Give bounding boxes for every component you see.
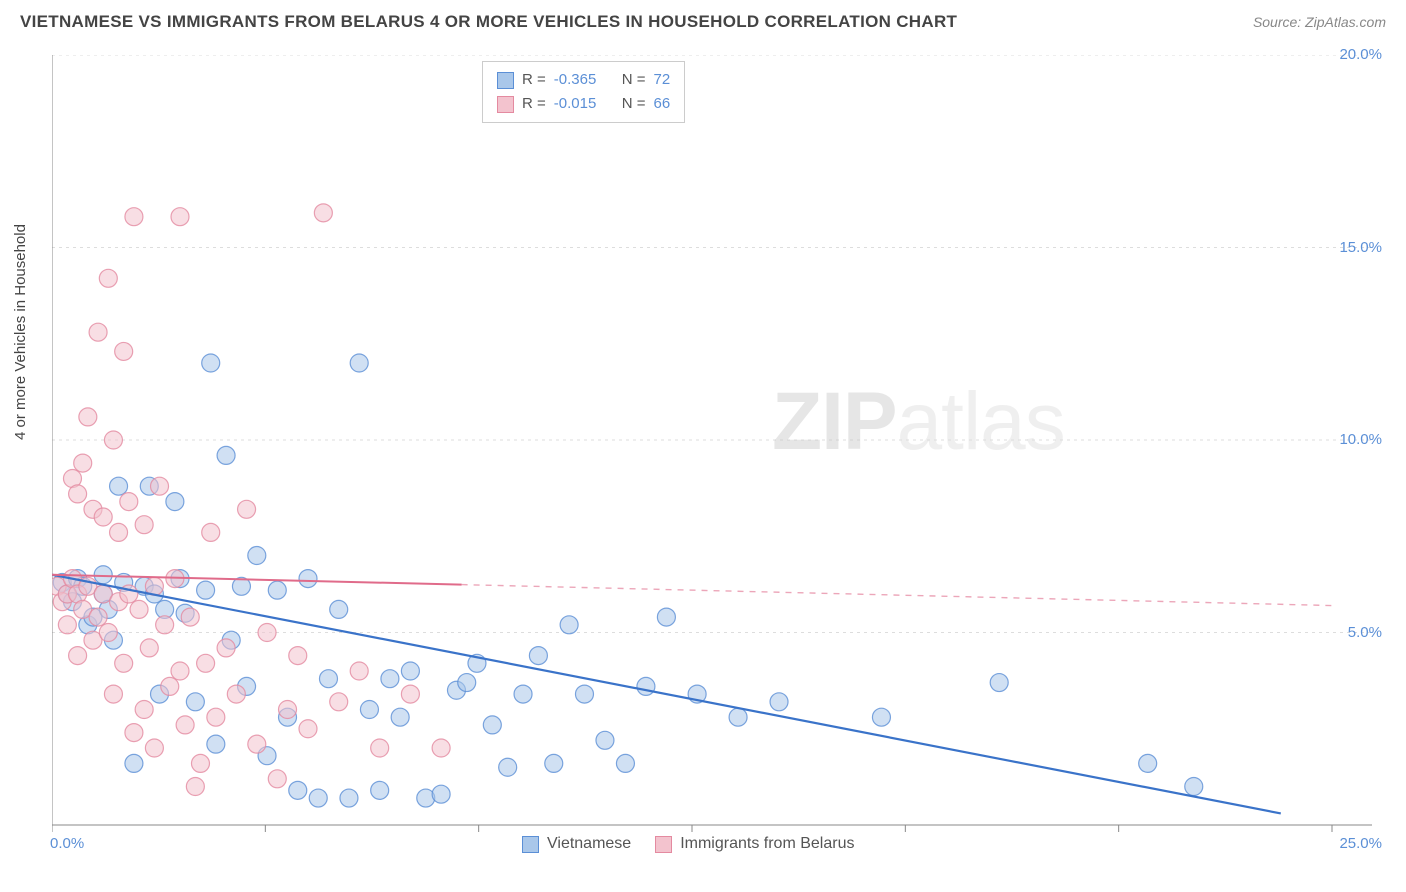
n-value: 72 <box>654 68 671 92</box>
r-label: R = <box>522 92 546 116</box>
legend-series-label: Vietnamese <box>547 835 631 853</box>
chart-container: ZIPatlas R =-0.365N =72R =-0.015N =66 Vi… <box>52 55 1382 825</box>
legend-correlation-row: R = -0.015 N = 66 <box>497 92 670 116</box>
legend-correlation: R = -0.365 N = 72 R = -0.015 N = 66 <box>482 61 685 123</box>
x-tick-label: 25.0% <box>1339 835 1382 852</box>
y-tick-label: 15.0% <box>1339 239 1382 256</box>
n-label: N = <box>622 92 646 116</box>
legend-swatch <box>497 72 514 89</box>
legend-swatch <box>497 96 514 113</box>
scatter-chart <box>52 55 1382 855</box>
chart-title: VIETNAMESE VS IMMIGRANTS FROM BELARUS 4 … <box>20 12 957 32</box>
y-tick-label: 5.0% <box>1348 624 1382 641</box>
y-tick-label: 10.0% <box>1339 431 1382 448</box>
y-tick-label: 20.0% <box>1339 46 1382 63</box>
r-value: -0.015 <box>554 92 614 116</box>
legend-series: Vietnamese Immigrants from Belarus <box>522 835 854 853</box>
x-tick-label: 0.0% <box>50 835 84 852</box>
n-label: N = <box>622 68 646 92</box>
legend-series-item: Immigrants from Belarus <box>655 835 854 853</box>
r-label: R = <box>522 68 546 92</box>
legend-correlation-row: R = -0.365 N = 72 <box>497 68 670 92</box>
legend-series-label: Immigrants from Belarus <box>680 835 854 853</box>
legend-swatch <box>522 836 539 853</box>
r-value: -0.365 <box>554 68 614 92</box>
n-value: 66 <box>654 92 671 116</box>
source-label: Source: ZipAtlas.com <box>1253 14 1386 30</box>
title-bar: VIETNAMESE VS IMMIGRANTS FROM BELARUS 4 … <box>0 0 1406 40</box>
y-axis-label: 4 or more Vehicles in Household <box>12 224 29 440</box>
legend-series-item: Vietnamese <box>522 835 631 853</box>
legend-swatch <box>655 836 672 853</box>
